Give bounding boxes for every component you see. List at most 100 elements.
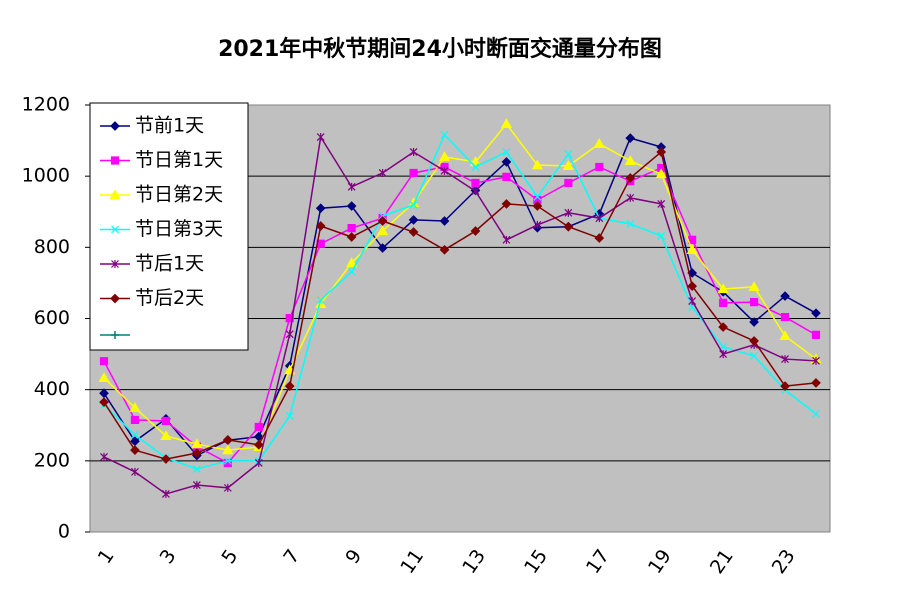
marker	[812, 356, 820, 365]
marker	[780, 312, 790, 322]
marker	[500, 118, 512, 128]
marker	[438, 151, 451, 162]
marker	[748, 281, 760, 291]
marker	[501, 157, 512, 167]
marker	[811, 330, 821, 339]
x-tick-label: 5	[217, 545, 242, 568]
x-tick-label: 3	[156, 545, 181, 568]
legend-label: 节后2天	[135, 287, 204, 309]
marker	[130, 445, 140, 456]
marker	[750, 351, 759, 360]
marker	[130, 436, 140, 447]
marker	[470, 226, 481, 236]
marker	[347, 182, 356, 191]
marker	[254, 458, 263, 467]
y-tick-label: 400	[34, 378, 70, 400]
x-tick-label: 1	[94, 545, 119, 568]
marker	[285, 412, 294, 420]
marker	[253, 439, 264, 450]
marker	[502, 172, 511, 181]
marker	[717, 283, 729, 294]
marker	[131, 430, 139, 439]
marker	[222, 444, 234, 455]
legend-label: 节日第2天	[135, 184, 223, 206]
marker	[749, 336, 759, 346]
marker	[564, 208, 573, 217]
legend-label: 节日第1天	[135, 149, 223, 171]
marker	[408, 215, 419, 225]
series-line	[103, 166, 817, 464]
marker	[111, 225, 119, 234]
marker	[346, 201, 357, 211]
legend-label: 节前1天	[135, 115, 204, 137]
marker	[315, 298, 327, 309]
marker	[223, 456, 232, 465]
marker	[749, 317, 759, 327]
x-tick-label: 23	[768, 545, 800, 577]
marker	[564, 178, 573, 188]
x-tick-label: 19	[644, 545, 676, 577]
series-line	[103, 150, 817, 460]
marker	[531, 159, 543, 170]
marker	[624, 155, 636, 165]
marker	[315, 221, 326, 231]
marker	[315, 203, 326, 214]
marker	[812, 409, 820, 418]
marker	[439, 244, 450, 255]
y-tick-label: 800	[34, 236, 70, 258]
chart-title: 2021年中秋节期间24小时断面交通量分布图	[218, 36, 662, 62]
marker	[471, 187, 480, 196]
y-tick-label: 1000	[22, 165, 70, 187]
marker	[191, 438, 203, 449]
marker	[501, 199, 512, 209]
marker	[408, 227, 419, 237]
marker	[192, 465, 201, 473]
marker	[346, 257, 358, 268]
marker	[625, 133, 636, 143]
series-line	[103, 133, 817, 470]
marker	[378, 168, 387, 177]
marker	[409, 168, 418, 178]
marker	[471, 178, 480, 188]
marker	[811, 378, 821, 388]
x-tick-label: 17	[582, 545, 614, 577]
marker	[161, 416, 171, 426]
marker	[719, 298, 728, 307]
x-tick-label: 11	[396, 545, 428, 577]
marker	[192, 481, 201, 490]
marker	[409, 201, 418, 209]
x-tick-label: 7	[279, 545, 304, 568]
marker	[471, 162, 480, 171]
marker	[779, 330, 791, 341]
x-tick-label: 21	[706, 545, 738, 577]
marker	[316, 296, 325, 304]
marker	[718, 322, 728, 332]
marker	[626, 193, 635, 202]
marker	[533, 192, 542, 201]
x-tick-label: 15	[520, 545, 552, 577]
marker	[657, 163, 666, 173]
marker	[781, 355, 789, 364]
marker	[687, 281, 698, 291]
marker	[109, 189, 121, 200]
marker	[131, 467, 139, 476]
marker	[254, 422, 263, 432]
marker	[502, 148, 511, 156]
marker	[594, 233, 605, 243]
marker	[192, 448, 202, 458]
marker	[285, 330, 294, 339]
x-tick-label: 13	[458, 545, 490, 577]
marker	[377, 225, 389, 236]
marker	[111, 260, 119, 268]
marker	[440, 130, 449, 139]
marker	[99, 388, 109, 399]
marker	[719, 350, 728, 359]
legend-label: 节日第3天	[135, 218, 223, 240]
marker	[469, 156, 482, 167]
legend-marker	[111, 331, 119, 339]
marker	[564, 150, 573, 159]
marker	[626, 219, 635, 228]
marker	[161, 454, 171, 464]
